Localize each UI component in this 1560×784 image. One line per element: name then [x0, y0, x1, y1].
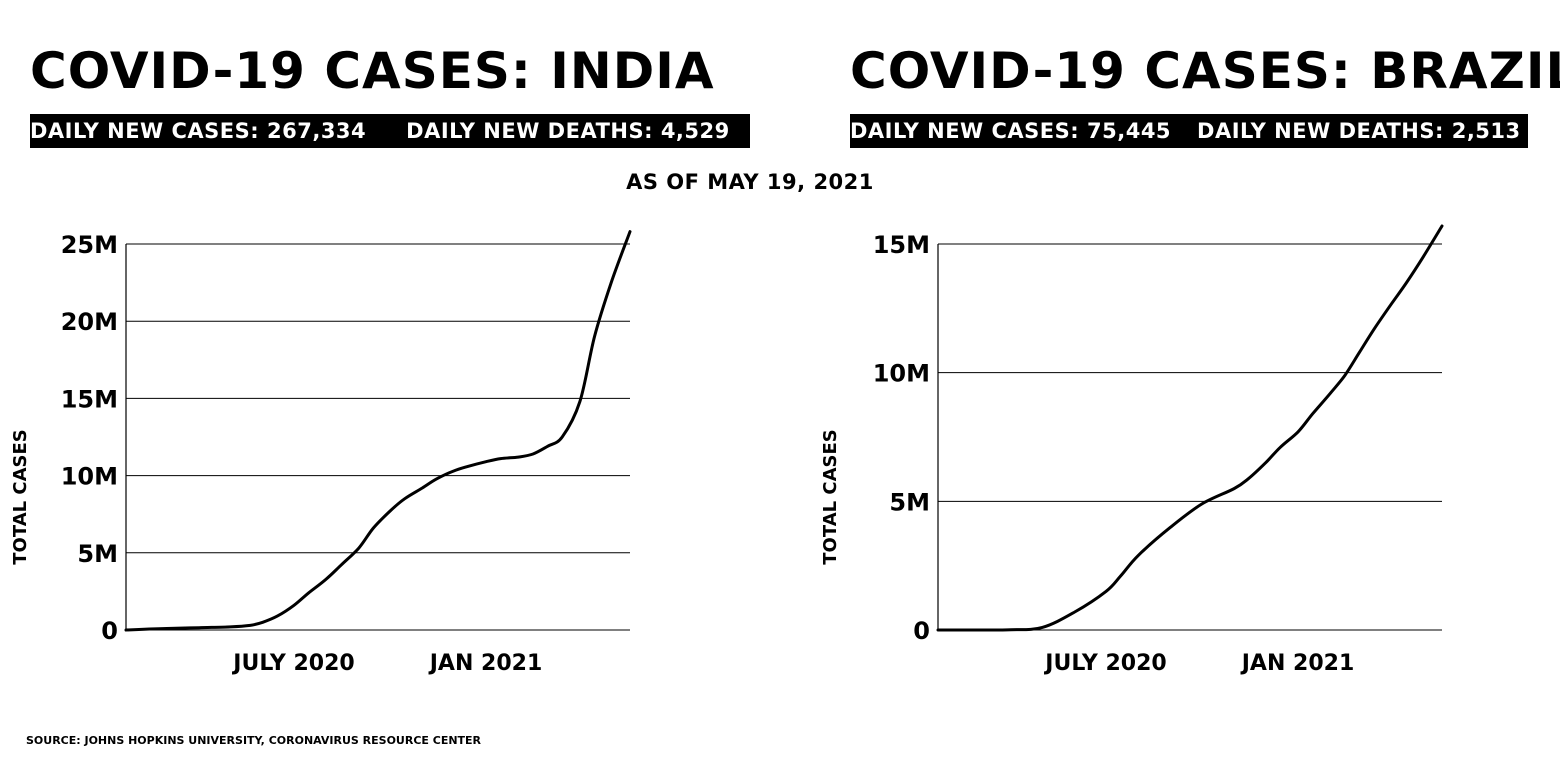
india-y-axis-label: TOTAL CASES — [10, 429, 31, 565]
source-note: SOURCE: JOHNS HOPKINS UNIVERSITY, CORONA… — [26, 734, 482, 747]
brazil-total-cases-line-0 — [936, 224, 1444, 632]
brazil-stats-bar: DAILY NEW CASES: 75,445 DAILY NEW DEATHS… — [850, 114, 1528, 148]
india-daily-deaths-value: 4,529 — [660, 119, 730, 143]
brazil-daily-cases-label: DAILY NEW CASES: — [850, 119, 1080, 143]
india-daily-cases-label: DAILY NEW CASES: — [30, 119, 260, 143]
india-daily-cases-value: 267,334 — [267, 119, 367, 143]
brazil-y-axis-label: TOTAL CASES — [820, 429, 841, 565]
india-total-cases-line-0 — [124, 230, 632, 632]
brazil-ytick-label-0: 0 — [913, 617, 930, 645]
brazil-xtick-label-1: JAN 2021 — [1240, 651, 1355, 676]
india-ytick-label-4: 20M — [61, 308, 118, 336]
india-ytick-label-2: 10M — [61, 463, 118, 491]
brazil-ytick-label-2: 10M — [873, 360, 930, 388]
brazil-ytick-label-1: 5M — [889, 488, 930, 516]
brazil-daily-deaths-label: DAILY NEW DEATHS: — [1197, 119, 1444, 143]
india-xtick-label-0: JULY 2020 — [231, 651, 354, 676]
brazil-chart: 0 5M 10M 15M JULY 2020 JAN 2021 TOTAL CASES — [820, 224, 1444, 676]
india-chart-title: COVID-19 CASES: INDIA — [30, 42, 715, 100]
brazil-ytick-label-3: 15M — [873, 231, 930, 259]
india-chart: 0 5M 10M 15M 20M 25M JULY 2020 JAN 2021 TOTAL CA… — [10, 230, 632, 676]
brazil-chart-title: COVID-19 CASES: BRAZIL — [850, 42, 1560, 100]
india-ytick-label-3: 15M — [61, 385, 118, 413]
brazil-daily-deaths-value: 2,513 — [1451, 119, 1521, 143]
brazil-daily-cases-value: 75,445 — [1087, 119, 1172, 143]
brazil-xtick-label-0: JULY 2020 — [1043, 651, 1166, 676]
india-ytick-label-1: 5M — [77, 540, 118, 568]
as-of-date: AS OF MAY 19, 2021 — [626, 170, 874, 194]
india-ytick-label-0: 0 — [101, 617, 118, 645]
india-daily-deaths-label: DAILY NEW DEATHS: — [406, 119, 653, 143]
india-stats-bar: DAILY NEW CASES: 267,334 DAILY NEW DEATH… — [30, 114, 750, 148]
india-xtick-label-1: JAN 2021 — [428, 651, 543, 676]
india-ytick-label-5: 25M — [61, 231, 118, 259]
